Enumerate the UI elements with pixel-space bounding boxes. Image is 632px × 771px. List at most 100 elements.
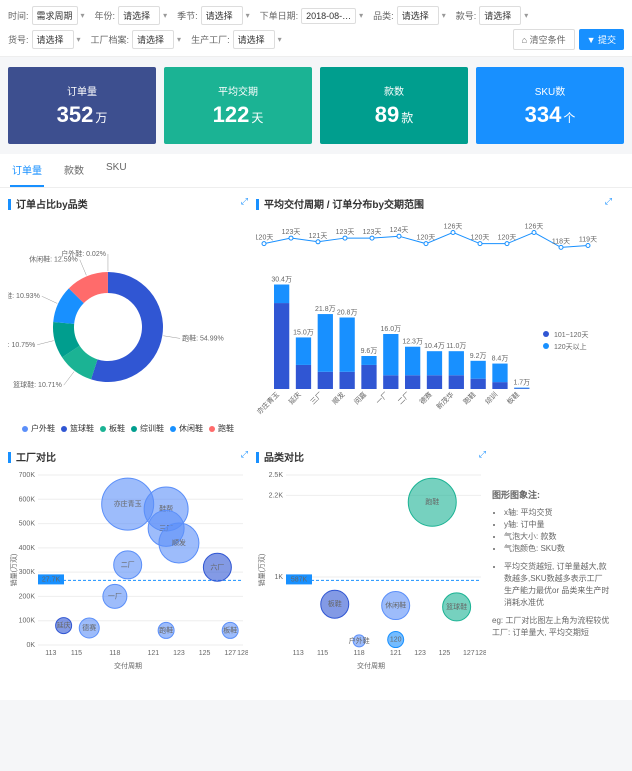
- svg-text:101~120天: 101~120天: [554, 331, 588, 339]
- svg-text:六厂: 六厂: [210, 562, 224, 571]
- svg-text:板鞋: 板鞋: [223, 625, 237, 634]
- svg-text:一厂: 一厂: [108, 592, 122, 600]
- svg-text:15.0万: 15.0万: [293, 328, 314, 336]
- home-icon: ⌂: [522, 35, 527, 45]
- svg-text:400K: 400K: [19, 545, 36, 552]
- bubble-chart-category: 品类对比 ⤢ 1K2.2K2.5K587K1131151181211231251…: [256, 449, 612, 692]
- svg-text:跑鞋: 跑鞋: [425, 497, 439, 506]
- svg-text:交付周期: 交付周期: [357, 661, 385, 670]
- expand-icon[interactable]: ⤢: [241, 196, 248, 207]
- filter-item[interactable]: 下单日期:2018-08-…▾: [260, 6, 364, 25]
- tab-2[interactable]: SKU: [104, 154, 129, 187]
- svg-text:销量(万双): 销量(万双): [9, 554, 18, 587]
- chevron-down-icon: ▾: [246, 11, 250, 20]
- svg-text:户外鞋: 户外鞋: [349, 636, 370, 645]
- svg-text:123天: 123天: [282, 228, 301, 236]
- svg-text:125: 125: [439, 650, 451, 657]
- svg-text:123: 123: [414, 650, 426, 657]
- svg-text:120天: 120天: [498, 234, 517, 242]
- svg-text:120: 120: [390, 637, 402, 644]
- submit-button[interactable]: ▼ 提交: [579, 29, 624, 50]
- chevron-down-icon: ▾: [77, 35, 81, 44]
- svg-text:交付周期: 交付周期: [114, 661, 142, 670]
- bubble-svg: 1K2.2K2.5K587K113115118121123125127128跑鞋…: [256, 470, 486, 690]
- svg-text:100K: 100K: [19, 618, 36, 625]
- svg-text:延庆: 延庆: [287, 390, 303, 406]
- kpi-card: 平均交期122天: [164, 67, 312, 144]
- chevron-down-icon: ▾: [524, 11, 528, 20]
- filter-item[interactable]: 年份:请选择▾: [95, 6, 168, 25]
- svg-text:126天: 126天: [444, 222, 463, 230]
- svg-text:闵嘉: 闵嘉: [352, 390, 368, 406]
- expand-icon[interactable]: ⤢: [241, 449, 248, 460]
- svg-text:户外鞋: 0.02%: 户外鞋: 0.02%: [61, 249, 106, 258]
- svg-text:121: 121: [390, 650, 402, 657]
- svg-text:销量(万双): 销量(万双): [257, 554, 266, 587]
- svg-text:1K: 1K: [274, 574, 283, 581]
- chevron-down-icon: ▾: [278, 35, 282, 44]
- help-title: 图形图象注:: [492, 489, 610, 503]
- tab-1[interactable]: 款数: [62, 154, 86, 187]
- legend-item: 板鞋: [100, 423, 125, 434]
- filter-item[interactable]: 货号:请选择▾: [8, 30, 81, 49]
- kpi-card: SKU数334个: [476, 67, 624, 144]
- chevron-down-icon: ▾: [163, 11, 167, 20]
- svg-text:118天: 118天: [552, 237, 570, 245]
- svg-text:30.4万: 30.4万: [271, 276, 292, 284]
- svg-text:27.7K: 27.7K: [42, 576, 61, 583]
- filter-item[interactable]: 时间:需求周期▾: [8, 6, 85, 25]
- svg-text:三厂: 三厂: [309, 391, 325, 407]
- filter-item[interactable]: 季节:请选择▾: [177, 6, 250, 25]
- tab-0[interactable]: 订单量: [10, 154, 44, 187]
- svg-text:113: 113: [293, 650, 304, 657]
- svg-text:121: 121: [147, 650, 159, 657]
- svg-text:顺发: 顺发: [172, 538, 186, 547]
- chart-title: 订单占比by品类: [8, 196, 248, 211]
- expand-icon[interactable]: ⤢: [605, 196, 612, 207]
- svg-text:11.0万: 11.0万: [446, 342, 466, 350]
- svg-text:119天: 119天: [579, 236, 597, 244]
- svg-text:200K: 200K: [19, 593, 36, 600]
- filter-item[interactable]: 品类:请选择▾: [373, 6, 446, 25]
- svg-text:板鞋: 板鞋: [505, 390, 521, 406]
- svg-text:10.4万: 10.4万: [424, 342, 445, 350]
- help-eg: eg: 工厂对比图左上角为流程较优工厂: 订单量大, 平均交期短: [492, 615, 610, 639]
- filter-item[interactable]: 生产工厂:请选择▾: [191, 30, 282, 49]
- filter-item[interactable]: 款号:请选择▾: [456, 6, 529, 25]
- bubble-svg: 0K100K200K300K400K500K600K700K27.7K11311…: [8, 470, 248, 690]
- svg-text:12.3万: 12.3万: [402, 338, 423, 346]
- legend-item: 篮球鞋: [61, 423, 94, 434]
- svg-text:二厂: 二厂: [396, 391, 412, 407]
- svg-text:一厂: 一厂: [375, 391, 391, 407]
- chevron-down-icon: ▾: [442, 11, 446, 20]
- chart-title: 品类对比: [256, 449, 486, 464]
- svg-text:127: 127: [463, 650, 475, 657]
- svg-text:120天: 120天: [256, 234, 273, 242]
- help-item: 气泡大小: 款数: [504, 531, 610, 543]
- line-svg: 120天123天121天123天123天124天120天126天120天120天…: [256, 217, 612, 267]
- legend-item: 休闲鞋: [170, 423, 203, 434]
- svg-text:新茂华: 新茂华: [434, 390, 455, 411]
- linebar-chart: 平均交付周期 / 订单分布by交期范围 ⤢ 120天123天121天123天12…: [256, 196, 612, 441]
- help-item: 气泡颜色: SKU数: [504, 543, 610, 555]
- expand-icon[interactable]: ⤢: [479, 449, 486, 460]
- chevron-down-icon: ▾: [177, 35, 181, 44]
- svg-text:综训: 综训: [483, 390, 499, 406]
- chart-title: 平均交付周期 / 订单分布by交期范围: [256, 196, 612, 211]
- filter-item[interactable]: 工厂档案:请选择▾: [91, 30, 182, 49]
- svg-text:128: 128: [237, 650, 248, 657]
- svg-text:300K: 300K: [19, 569, 36, 576]
- clear-button[interactable]: ⌂ 清空条件: [513, 29, 575, 50]
- svg-text:118: 118: [354, 650, 365, 657]
- svg-text:篮球鞋: 10.71%: 篮球鞋: 10.71%: [13, 380, 62, 389]
- svg-text:板鞋: 10.75%: 板鞋: 10.75%: [8, 340, 35, 349]
- svg-text:0K: 0K: [26, 642, 35, 649]
- svg-text:跑鞋: 跑鞋: [159, 625, 173, 634]
- donut-svg: 跑鞋: 54.99%篮球鞋: 10.71%板鞋: 10.75%综训鞋: 10.9…: [8, 217, 248, 417]
- svg-text:587K: 587K: [291, 576, 308, 583]
- svg-text:2.2K: 2.2K: [269, 492, 284, 499]
- svg-text:2.5K: 2.5K: [269, 472, 284, 479]
- legend-item: 户外鞋: [22, 423, 55, 434]
- svg-text:二厂: 二厂: [121, 561, 135, 569]
- svg-text:600K: 600K: [19, 496, 36, 503]
